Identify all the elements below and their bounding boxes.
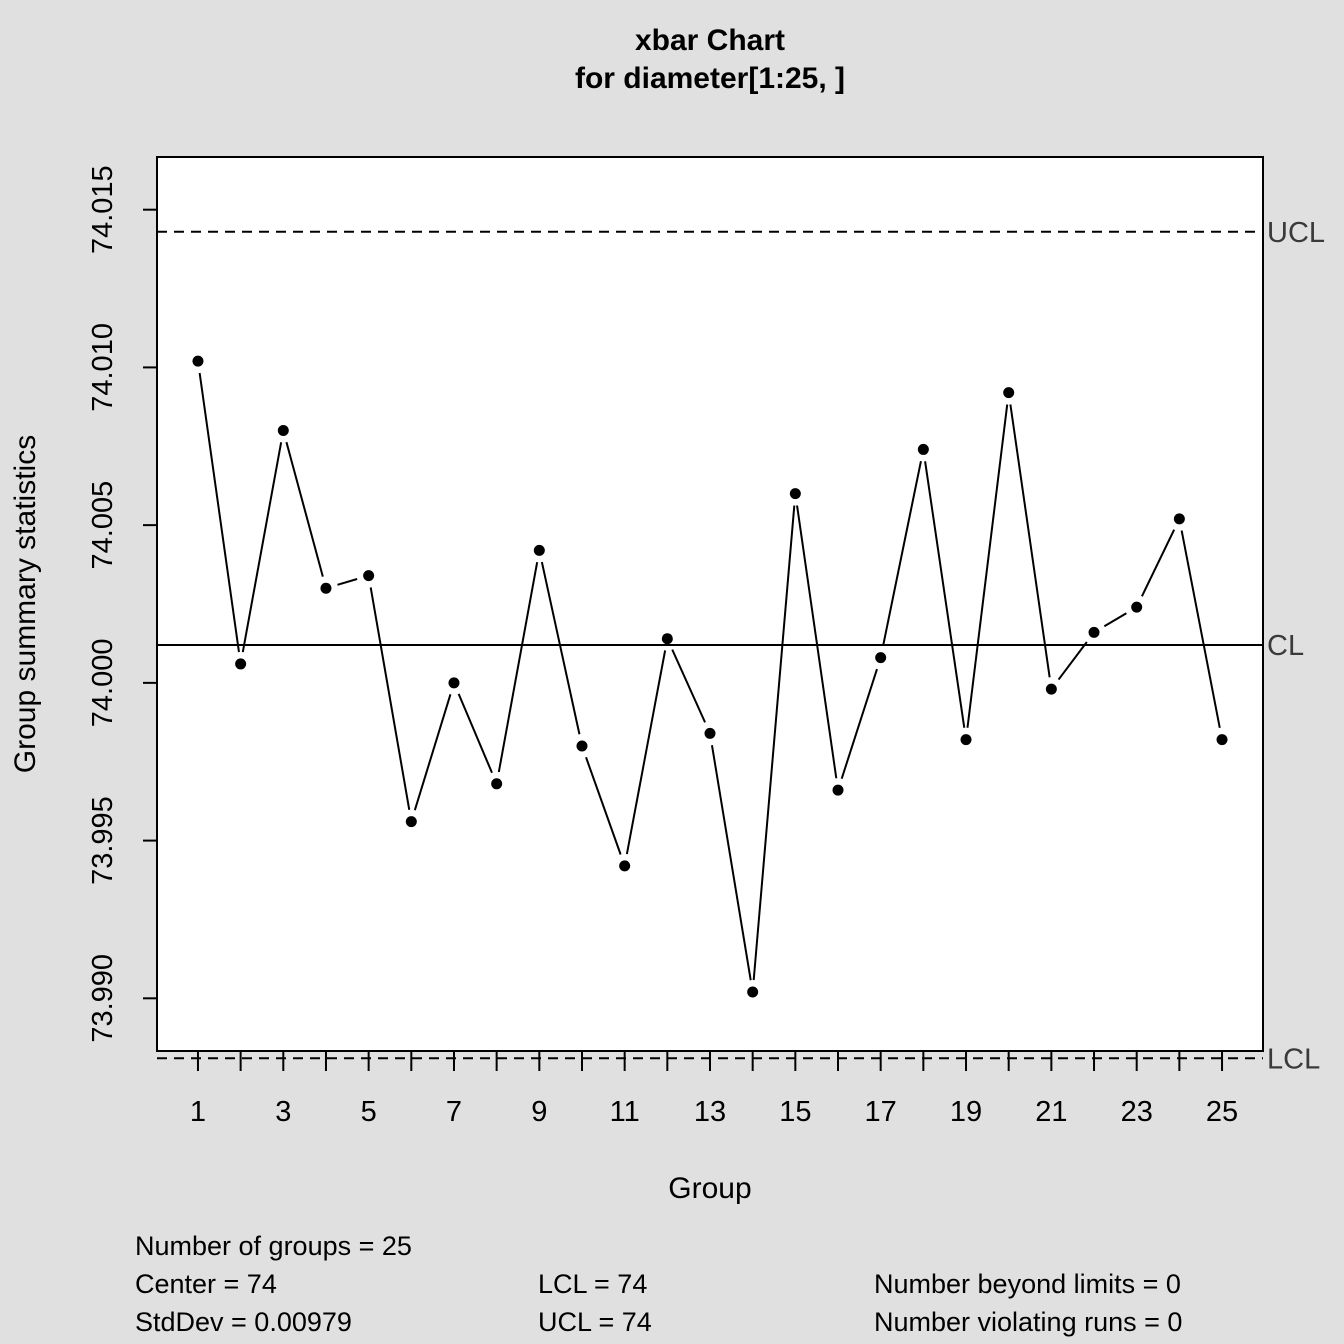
series-segment	[710, 745, 752, 981]
data-point	[491, 778, 503, 790]
data-point	[960, 734, 972, 746]
series-segment	[497, 561, 539, 773]
series-segment	[337, 578, 358, 586]
chart-subtitle: for diameter[1:25, ]	[575, 62, 845, 95]
data-point	[1131, 601, 1143, 613]
stats-violating-runs: Number violating runs = 0	[874, 1307, 1183, 1337]
data-point	[789, 488, 801, 500]
data-point	[235, 658, 247, 670]
data-point	[917, 443, 929, 455]
data-point	[320, 582, 332, 594]
series-segment	[1141, 529, 1176, 597]
y-tick-label: 74.015	[87, 165, 119, 254]
series-segment	[1103, 612, 1127, 628]
x-tick-label: 19	[950, 1096, 982, 1128]
stats-stddev: StdDev = 0.00979	[135, 1307, 352, 1337]
series-segment	[369, 587, 411, 811]
x-tick-label: 13	[694, 1096, 726, 1128]
data-point	[405, 816, 417, 828]
series-segment	[1057, 641, 1088, 681]
series-segment	[671, 649, 706, 723]
series-segment	[625, 650, 667, 855]
x-tick-label: 7	[446, 1096, 462, 1128]
series-segment	[966, 404, 1009, 728]
series-segment	[540, 561, 581, 735]
x-tick-label: 5	[361, 1096, 377, 1128]
series-segment	[241, 442, 283, 653]
plot-area	[156, 156, 1264, 1052]
stats-groups: Number of groups = 25	[135, 1231, 412, 1261]
series-segment	[840, 668, 878, 780]
data-point	[875, 652, 887, 664]
series-segment	[285, 441, 324, 577]
data-point	[576, 740, 588, 752]
series-segment	[457, 693, 493, 774]
data-point	[1173, 513, 1185, 525]
series-segment	[585, 756, 622, 855]
data-point	[192, 355, 204, 367]
y-tick-label: 73.995	[87, 796, 119, 885]
stats-ucl: UCL = 74	[538, 1307, 652, 1337]
data-point	[1088, 626, 1100, 638]
data-point	[1045, 683, 1057, 695]
y-axis-title: Group summary statistics	[9, 435, 42, 773]
series-segment	[882, 460, 922, 647]
cl-label: CL	[1267, 630, 1304, 662]
data-point	[1216, 734, 1228, 746]
x-axis-title: Group	[668, 1172, 751, 1205]
data-point	[533, 544, 545, 556]
series-segment	[752, 505, 796, 981]
y-tick-label: 73.990	[87, 954, 119, 1043]
data-point	[448, 677, 460, 689]
x-tick-label: 3	[275, 1096, 291, 1128]
x-tick-label: 25	[1206, 1096, 1238, 1128]
ucl-label: UCL	[1267, 217, 1325, 249]
x-tick-label: 15	[779, 1096, 811, 1128]
lcl-label: LCL	[1267, 1043, 1320, 1075]
y-tick-label: 74.000	[87, 639, 119, 728]
x-tick-label: 21	[1035, 1096, 1067, 1128]
stats-beyond-limits: Number beyond limits = 0	[874, 1269, 1181, 1299]
series-segment	[413, 694, 452, 811]
data-point	[832, 784, 844, 796]
x-tick-label: 1	[190, 1096, 206, 1128]
data-point	[704, 727, 716, 739]
data-point	[747, 986, 759, 998]
data-point	[277, 424, 289, 436]
x-tick-label: 11	[610, 1096, 640, 1128]
series-segment	[198, 372, 240, 653]
series-segment	[1009, 404, 1051, 678]
series-segment	[1180, 530, 1221, 729]
chart-title: xbar Chart	[635, 24, 785, 57]
series-segment	[924, 461, 966, 728]
x-tick-label: 9	[531, 1096, 547, 1128]
data-point	[619, 860, 631, 872]
series-segment	[796, 505, 838, 779]
x-tick-label: 17	[865, 1096, 897, 1128]
y-tick-label: 74.005	[87, 481, 119, 570]
data-point	[1003, 387, 1015, 399]
x-tick-label: 23	[1121, 1096, 1153, 1128]
stats-lcl: LCL = 74	[538, 1269, 648, 1299]
data-point	[363, 570, 375, 582]
stats-center: Center = 74	[135, 1269, 277, 1299]
data-point	[661, 633, 673, 645]
y-tick-label: 74.010	[87, 323, 119, 412]
